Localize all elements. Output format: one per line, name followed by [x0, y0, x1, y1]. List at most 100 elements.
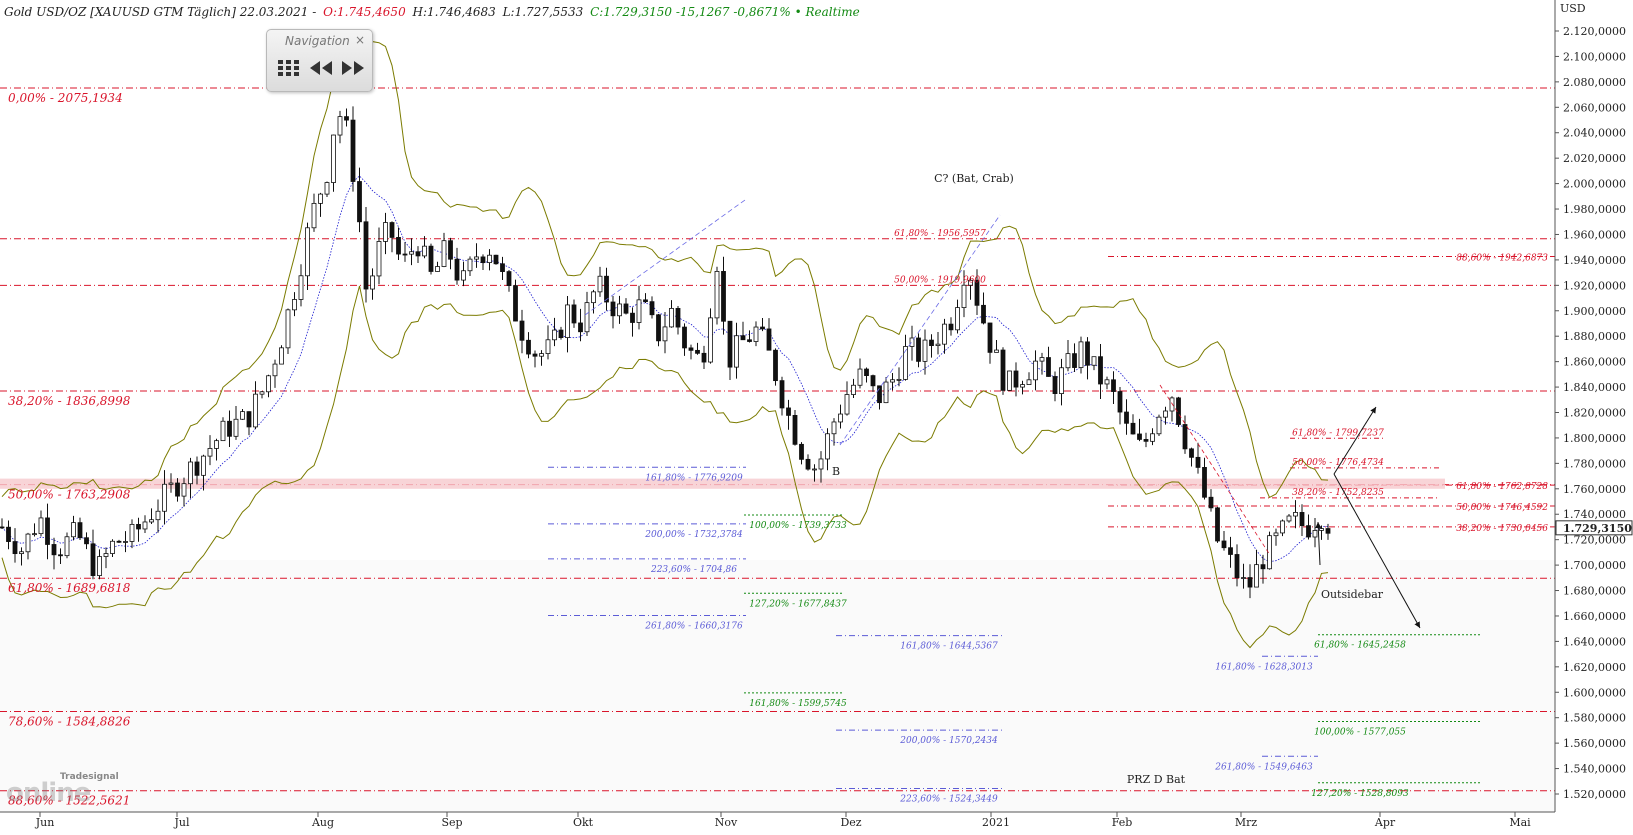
grid-icon[interactable] [275, 58, 303, 80]
candle-body [896, 378, 902, 381]
x-tick-label: Okt [573, 816, 594, 829]
candle-body [727, 320, 733, 368]
candle-body [1130, 422, 1136, 435]
candle-body [363, 221, 369, 290]
y-axis-unit: USD [1560, 2, 1586, 15]
candle-body [25, 533, 31, 553]
candle-body [558, 329, 564, 339]
candle-body [701, 352, 707, 363]
x-tick-label: Dez [840, 816, 861, 829]
fib-mid-label: 50,00% - 1919,9600 [894, 275, 986, 285]
y-tick-label: 1.900,0000 [1563, 305, 1626, 318]
candle-body [1156, 416, 1162, 435]
candle-body [643, 299, 648, 303]
candle-body [1267, 535, 1272, 570]
y-tick-label: 1.820,0000 [1563, 407, 1626, 420]
candle-body [1137, 433, 1142, 440]
candle-body [1046, 357, 1051, 377]
candle-body [1260, 564, 1266, 570]
candle-body [285, 309, 291, 349]
y-tick-label: 2.120,0000 [1563, 25, 1626, 38]
fib-mid-label: 50,00% - 1776,4734 [1292, 458, 1384, 468]
candle-body [383, 222, 388, 242]
fib-right-label: 88,60% - 1942,6873 [1456, 253, 1548, 263]
candle-body [994, 349, 999, 353]
candle-body [584, 302, 590, 333]
fib-red-label: 88,60% - 1522,5621 [8, 794, 130, 808]
fast-forward-icon[interactable] [339, 58, 367, 80]
fib-red-label: 0,00% - 2075,1934 [8, 91, 123, 105]
candle-body [1163, 410, 1168, 418]
y-tick-label: 1.940,0000 [1563, 254, 1626, 267]
pattern-leg [839, 214, 1001, 446]
x-tick-label: 2021 [982, 816, 1010, 829]
navigation-panel[interactable]: Navigation × [266, 29, 373, 92]
candle-body [1241, 577, 1246, 579]
candle-body [441, 240, 447, 267]
candle-body [825, 433, 830, 460]
candle-body [279, 347, 284, 365]
y-tick-label: 2.020,0000 [1563, 152, 1626, 165]
candle-body [1312, 530, 1318, 538]
candle-body [864, 368, 869, 376]
y-tick-label: 1.620,0000 [1563, 661, 1626, 674]
x-tick-label: Aug [311, 816, 334, 829]
arrow-outsidebar [1315, 521, 1322, 566]
fib-blue-label: 261,80% - 1549,6463 [1214, 762, 1313, 772]
y-tick-label: 1.560,0000 [1563, 737, 1626, 750]
header-instrument: Gold USD/OZ [XAUUSD GTM Täglich] 22.03.2… [4, 5, 316, 19]
candle-body [1091, 356, 1097, 366]
rewind-icon[interactable] [307, 58, 335, 80]
candle-body [1325, 528, 1331, 534]
close-icon[interactable]: × [354, 33, 365, 47]
candle-body [909, 337, 915, 347]
candle-body [253, 393, 258, 428]
fib-blue-label: 161,80% - 1644,5367 [900, 642, 998, 652]
candle-body [948, 323, 954, 331]
y-tick-label: 1.920,0000 [1563, 279, 1626, 292]
candle-body [64, 536, 70, 557]
x-tick-label: Jun [35, 816, 55, 829]
candle-body [1221, 540, 1227, 549]
y-tick-label: 1.600,0000 [1563, 686, 1626, 699]
candle-body [1169, 397, 1175, 412]
candle-body [610, 301, 616, 317]
candle-body [149, 519, 154, 523]
candle-body [545, 339, 551, 354]
candle-body [129, 523, 135, 542]
candle-body [175, 482, 180, 497]
candle-body [539, 353, 544, 357]
candle-body [799, 443, 804, 460]
candle-body [721, 271, 726, 322]
candle-body [1195, 456, 1201, 468]
candle-body [474, 256, 479, 260]
candle-body [480, 256, 486, 264]
chart-annotation: Outsidebar [1321, 588, 1384, 601]
candle-body [123, 541, 128, 543]
candle-body [1104, 379, 1110, 385]
chart-annotation: B [832, 465, 840, 478]
candle-body [753, 326, 759, 342]
y-tick-label: 2.060,0000 [1563, 101, 1626, 114]
candle-body [240, 411, 245, 420]
candle-body [201, 455, 206, 476]
candle-body [1306, 525, 1311, 538]
fib-mid-label: 61,80% - 1799,7237 [1292, 428, 1384, 438]
candle-body [194, 461, 200, 476]
candle-body [1033, 360, 1038, 381]
candle-body [935, 343, 941, 346]
candle-body [376, 241, 382, 277]
candle-body [461, 270, 466, 281]
candle-body [851, 384, 856, 395]
candle-body [1319, 528, 1324, 531]
y-tick-label: 1.960,0000 [1563, 228, 1626, 241]
candle-body [1254, 564, 1259, 588]
candle-body [903, 346, 908, 380]
pattern-leg [1159, 384, 1271, 556]
candle-body [12, 541, 18, 555]
candle-body [305, 227, 310, 277]
chart-annotation: PRZ D Bat [1127, 773, 1186, 786]
candle-body [916, 337, 921, 362]
